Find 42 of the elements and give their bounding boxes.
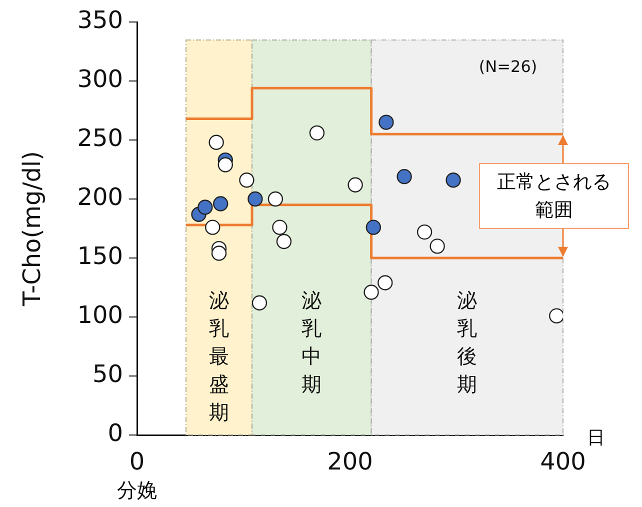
point [549, 308, 563, 324]
point [213, 196, 228, 212]
point [248, 191, 263, 207]
y-tick-label: 150 [77, 242, 123, 270]
point [198, 200, 213, 215]
point [378, 275, 393, 290]
y-tick-label: 300 [77, 65, 123, 94]
band-label: 泌乳中期 [300, 287, 323, 398]
point [211, 246, 227, 261]
point [272, 220, 288, 235]
point [378, 114, 394, 130]
x-tick-label: 0 [129, 448, 145, 476]
y-axis-title: T-Cho(mg/dl) [18, 150, 46, 308]
y-tick-label: 50 [92, 360, 123, 388]
text: 分娩 [117, 478, 157, 502]
point [268, 191, 284, 207]
band-label: 泌乳後期 [456, 287, 478, 398]
band-label: 泌乳最盛期 [208, 287, 230, 426]
point [239, 172, 254, 188]
x-tick-label: 200 [327, 448, 373, 476]
point [446, 172, 461, 188]
x-axis-title: 日 [587, 428, 605, 449]
point [348, 177, 363, 192]
point [205, 220, 220, 235]
point [416, 224, 432, 240]
y-tick-label: 100 [77, 301, 123, 330]
y-tick-label: 350 [77, 6, 123, 34]
annotation: 正常とされる範囲 [479, 163, 629, 230]
point [364, 284, 379, 300]
point [276, 234, 292, 250]
x-tick-label: 400 [540, 448, 586, 476]
point [252, 295, 268, 310]
y-tick-label: 250 [77, 124, 123, 152]
y-tick-label: 200 [77, 183, 123, 212]
point [218, 157, 233, 172]
point [430, 238, 445, 254]
y-tick-label: 0 [108, 419, 123, 448]
annotation: (N=26) [478, 57, 538, 76]
point [366, 220, 382, 235]
point [396, 168, 412, 184]
point [208, 134, 224, 150]
point [309, 125, 325, 141]
